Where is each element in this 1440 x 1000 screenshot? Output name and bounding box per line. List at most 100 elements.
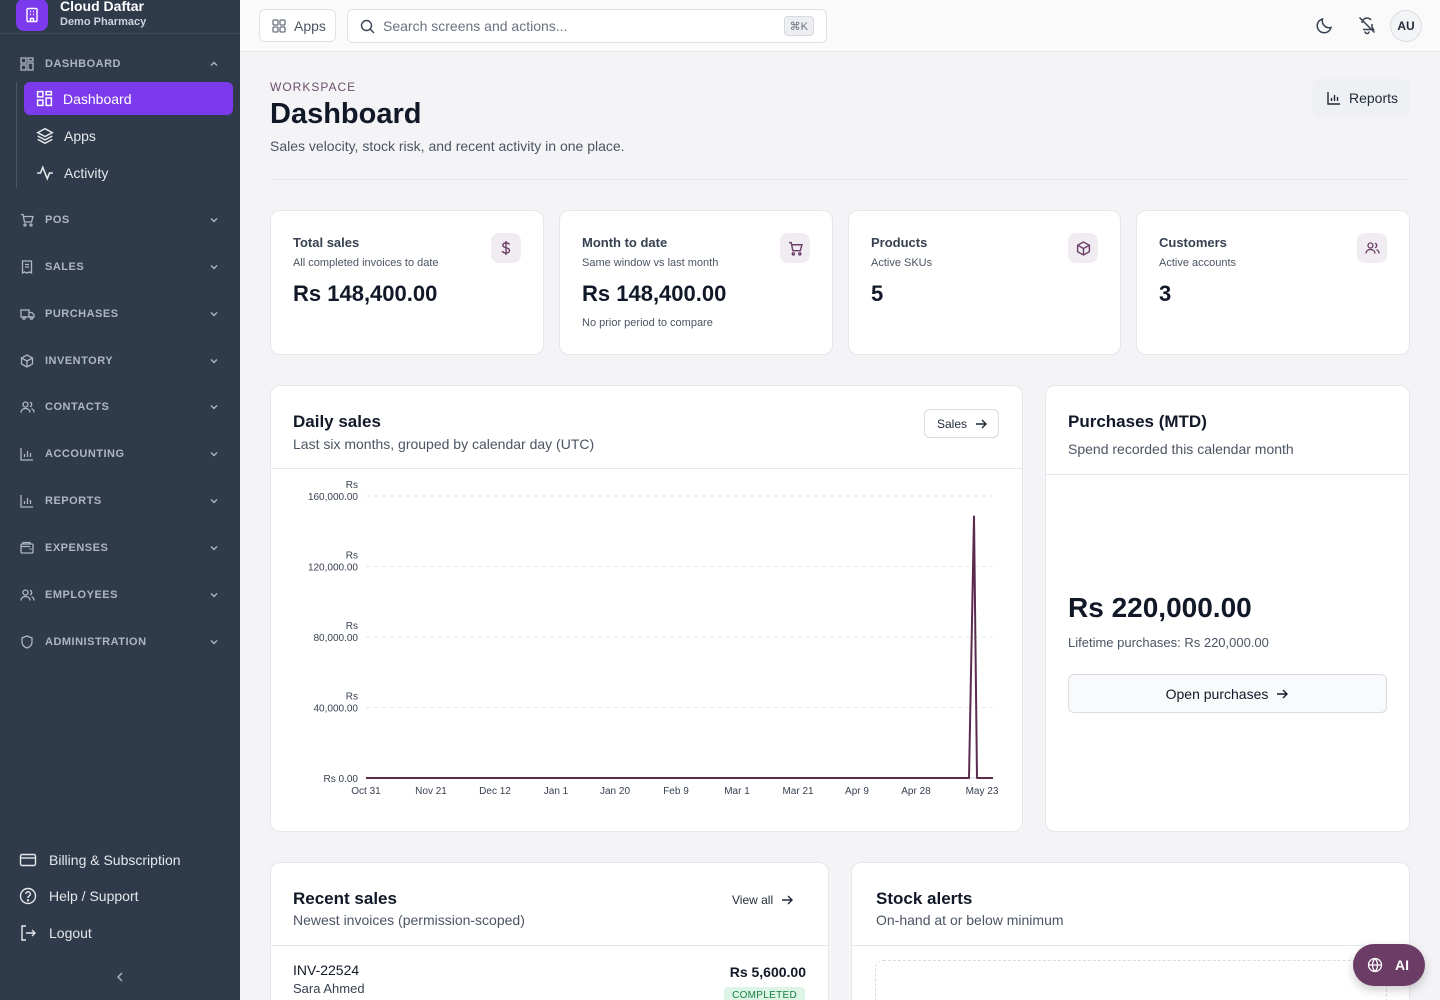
brand-subtitle: Demo Pharmacy	[60, 15, 147, 28]
box-icon	[1068, 233, 1098, 263]
reports-button-label: Reports	[1349, 90, 1399, 106]
sidebar-section-label: CONTACTS	[45, 401, 110, 413]
page-eyebrow: WORKSPACE	[270, 80, 357, 94]
chevron-down-icon	[210, 359, 218, 364]
stat-subtitle: Active SKUs	[871, 257, 933, 269]
y-tick-label: 160,000.00	[308, 492, 358, 503]
sidebar-section-inventory[interactable]: INVENTORY	[0, 346, 240, 376]
recent-sales-card: Recent sales Newest invoices (permission…	[270, 862, 829, 1000]
card-subtitle: Last six months, grouped by calendar day…	[293, 436, 595, 452]
sidebar-section-label: INVENTORY	[45, 355, 114, 367]
arrow-right-icon	[1277, 689, 1289, 698]
stat-title: Month to date	[582, 235, 668, 250]
x-tick-label: Nov 21	[415, 786, 447, 797]
card-title: Recent sales	[293, 889, 397, 908]
card-title: Purchases (MTD)	[1068, 412, 1207, 431]
chevron-down-icon	[210, 593, 218, 598]
billing-subscription-link[interactable]: Billing & Subscription	[19, 848, 181, 872]
open-purchases-label: Open purchases	[1165, 685, 1269, 702]
view-all-label: View all	[732, 893, 774, 907]
reports-button[interactable]: Reports	[1312, 79, 1410, 117]
sidebar: Cloud Daftar Demo Pharmacy DASHBOARD Das…	[0, 0, 240, 1000]
search-input[interactable]: Search screens and actions... ⌘K	[347, 9, 827, 43]
card-subtitle: Spend recorded this calendar month	[1068, 441, 1294, 457]
x-tick-label: May 23	[966, 786, 999, 797]
y-tick-prefix: Rs	[346, 551, 358, 562]
daily-sales-card: Daily sales Last six months, grouped by …	[270, 385, 1023, 832]
x-tick-label: Feb 9	[663, 786, 689, 797]
stock-alerts-empty-box	[875, 960, 1387, 1000]
logout-link[interactable]: Logout	[19, 921, 92, 945]
y-tick-label: Rs 0.00	[324, 774, 359, 785]
cart-icon	[19, 212, 35, 228]
sidebar-section-employees[interactable]: EMPLOYEES	[0, 580, 240, 610]
stat-value: Rs 148,400.00	[582, 281, 727, 306]
search-shortcut: ⌘K	[783, 16, 814, 36]
sidebar-section-purchases[interactable]: PURCHASES	[0, 299, 240, 329]
stat-subtitle: Same window vs last month	[582, 257, 719, 269]
help-support-link[interactable]: Help / Support	[19, 884, 139, 908]
invoice-number: INV-22524	[293, 962, 360, 978]
stat-card-products: Products Active SKUs 5	[848, 210, 1121, 355]
footer-item-label: Logout	[49, 925, 92, 941]
stat-note: No prior period to compare	[582, 317, 713, 329]
cart-icon	[780, 233, 810, 263]
sidebar-section-label: EXPENSES	[45, 542, 109, 554]
sidebar-section-pos[interactable]: POS	[0, 205, 240, 235]
sidebar-item-activity[interactable]: Activity	[24, 156, 233, 189]
sidebar-section-label: PURCHASES	[45, 308, 119, 320]
grid-icon	[272, 18, 286, 33]
activity-icon	[37, 164, 53, 181]
sidebar-section-administration[interactable]: ADMINISTRATION	[0, 627, 240, 657]
y-tick-label: 80,000.00	[314, 633, 359, 644]
purchases-card: Purchases (MTD) Spend recorded this cale…	[1045, 385, 1410, 832]
sidebar-section-dashboard[interactable]: DASHBOARD	[0, 49, 240, 79]
sidebar-section-accounting[interactable]: ACCOUNTING	[0, 439, 240, 469]
lifetime-purchases: Lifetime purchases: Rs 220,000.00	[1068, 635, 1269, 650]
card-subtitle: On-hand at or below minimum	[876, 912, 1064, 928]
page-subtitle: Sales velocity, stock risk, and recent a…	[270, 138, 625, 154]
card-divider	[271, 945, 828, 946]
brand[interactable]: Cloud Daftar Demo Pharmacy	[0, 0, 240, 34]
sidebar-section-label: ACCOUNTING	[45, 448, 125, 460]
sidebar-item-label: Apps	[64, 127, 96, 144]
box-icon	[19, 353, 35, 369]
sidebar-section-contacts[interactable]: CONTACTS	[0, 392, 240, 422]
collapse-sidebar-button[interactable]	[112, 968, 128, 986]
invoice-customer: Sara Ahmed	[293, 981, 365, 996]
stat-subtitle: All completed invoices to date	[293, 257, 439, 269]
apps-button[interactable]: Apps	[259, 9, 336, 42]
ai-button-label: AI	[1395, 957, 1409, 973]
bar-chart-icon	[19, 493, 35, 509]
stat-value: 5	[871, 281, 884, 306]
view-all-link[interactable]: View all	[732, 893, 794, 907]
avatar[interactable]: AU	[1390, 10, 1422, 42]
chevron-down-icon	[210, 640, 218, 645]
sidebar-item-label: Activity	[64, 164, 109, 181]
open-purchases-button[interactable]: Open purchases	[1068, 674, 1387, 713]
daily-sales-chart: Rs160,000.00Rs120,000.00Rs80,000.00Rs40,…	[308, 480, 999, 797]
card-subtitle: Newest invoices (permission-scoped)	[293, 912, 525, 928]
sidebar-section-expenses[interactable]: EXPENSES	[0, 533, 240, 563]
ai-assistant-button[interactable]: AI	[1353, 944, 1425, 986]
sidebar-item-label: Dashboard	[63, 90, 132, 107]
sales-link-button[interactable]: Sales	[924, 409, 999, 438]
chevron-down-icon	[210, 218, 218, 223]
x-tick-label: Apr 9	[845, 786, 869, 797]
sidebar-section-sales[interactable]: SALES	[0, 252, 240, 282]
search-icon	[360, 19, 375, 33]
sidebar-item-dashboard[interactable]: Dashboard	[24, 82, 233, 115]
sidebar-item-apps[interactable]: Apps	[24, 119, 233, 152]
sales-button-label: Sales	[937, 416, 968, 431]
x-tick-label: Dec 12	[479, 786, 511, 797]
truck-icon	[19, 306, 35, 322]
stock-alerts-card: Stock alerts On-hand at or below minimum	[851, 862, 1410, 1000]
bell-off-icon[interactable]	[1357, 15, 1377, 35]
credit-card-icon	[19, 853, 37, 867]
moon-icon[interactable]	[1315, 15, 1335, 35]
sidebar-section-label: ADMINISTRATION	[45, 636, 147, 648]
stat-subtitle: Active accounts	[1159, 257, 1237, 269]
sidebar-section-label: SALES	[45, 261, 85, 273]
card-title: Daily sales	[293, 412, 381, 431]
sidebar-section-reports[interactable]: REPORTS	[0, 486, 240, 516]
